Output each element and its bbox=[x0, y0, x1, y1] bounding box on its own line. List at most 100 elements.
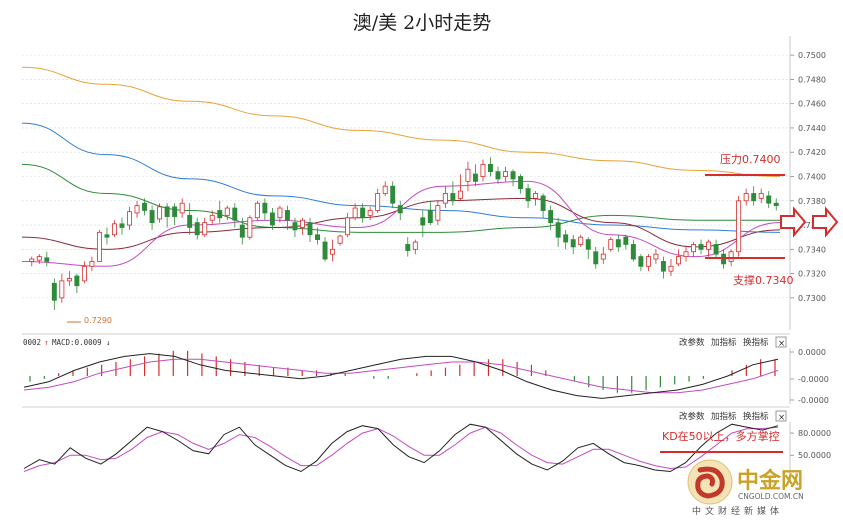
candle-body bbox=[420, 217, 426, 226]
candle-body bbox=[36, 256, 42, 261]
candle bbox=[217, 200, 223, 223]
candle bbox=[89, 256, 95, 272]
change-params-button[interactable]: 改参数 bbox=[679, 411, 705, 422]
candle-body bbox=[758, 193, 764, 199]
moving-average-lines bbox=[21, 66, 781, 267]
price-axis-ticks: 0.7500 0.7480 0.7460 0.7440 0.7420 0.7400 0.73… bbox=[789, 36, 826, 330]
candle-body bbox=[630, 244, 636, 260]
kd-panel: 80.0000 50.0000 bbox=[23, 422, 831, 474]
moving-average-line bbox=[21, 197, 781, 250]
add-indicator-button[interactable]: 加指标 bbox=[711, 337, 737, 348]
candle bbox=[405, 237, 411, 257]
candle-body bbox=[585, 239, 591, 250]
candle bbox=[307, 217, 313, 243]
candle-body bbox=[96, 231, 102, 262]
candle bbox=[698, 239, 704, 255]
candle-body bbox=[488, 163, 493, 173]
candle bbox=[412, 239, 418, 255]
candle-body bbox=[472, 173, 478, 182]
switch-indicator-button[interactable]: 换指标 bbox=[743, 337, 769, 348]
candle bbox=[382, 181, 388, 196]
price-tick-label: 0.7320 bbox=[798, 270, 826, 279]
candle-body bbox=[548, 210, 554, 224]
candle-body bbox=[457, 190, 463, 199]
candle bbox=[360, 203, 366, 223]
candle bbox=[540, 193, 546, 218]
candle bbox=[59, 273, 65, 303]
candle bbox=[420, 210, 426, 238]
kd-tick-label: 50.0000 bbox=[798, 451, 831, 460]
candle bbox=[247, 215, 253, 240]
low-label: 0.7290 bbox=[84, 316, 112, 325]
candle-body bbox=[300, 219, 305, 228]
logo-swirl-icon bbox=[695, 466, 725, 499]
moving-average-line bbox=[21, 180, 781, 267]
macd-tick-label: -0.0000 bbox=[798, 396, 829, 405]
candle bbox=[518, 174, 524, 194]
price-tick-label: 0.7460 bbox=[798, 100, 826, 109]
candle-body bbox=[390, 185, 396, 204]
arrow-right-icon bbox=[812, 206, 839, 238]
candle-body bbox=[157, 206, 163, 220]
candle-body bbox=[638, 256, 644, 267]
candle-body bbox=[405, 244, 411, 251]
candle-body bbox=[435, 205, 441, 221]
candle bbox=[127, 206, 132, 230]
switch-indicator-button[interactable]: 换指标 bbox=[743, 411, 769, 422]
price-tick-label: 0.7340 bbox=[798, 245, 826, 254]
close-panel-button[interactable] bbox=[775, 410, 787, 422]
candle bbox=[435, 200, 441, 226]
candle bbox=[300, 217, 305, 235]
candle bbox=[691, 242, 696, 257]
cngold-logo: 中金网 CNGOLD.COM.CN 中文财经新媒体 bbox=[687, 459, 804, 517]
chart-title: 澳/美 2小时走势 bbox=[353, 12, 492, 34]
candle-body bbox=[442, 193, 448, 204]
close-panel-button[interactable] bbox=[775, 336, 787, 348]
moving-average-line bbox=[21, 122, 781, 233]
candle-body bbox=[142, 202, 148, 211]
candle bbox=[269, 208, 275, 230]
candle-body bbox=[307, 222, 313, 236]
candle bbox=[457, 174, 463, 201]
macd-header: MACD:0.0009 bbox=[52, 338, 102, 347]
candle-body bbox=[367, 210, 373, 216]
candle bbox=[630, 239, 636, 262]
logo-slogan: 中文财经新媒体 bbox=[692, 505, 783, 517]
change-params-button[interactable]: 改参数 bbox=[679, 337, 705, 348]
candle bbox=[510, 169, 516, 187]
candle-body bbox=[224, 207, 230, 216]
candle bbox=[600, 246, 606, 264]
candle bbox=[390, 181, 396, 209]
candle bbox=[683, 246, 689, 262]
candle bbox=[533, 191, 539, 206]
candle bbox=[480, 159, 486, 182]
candle-body bbox=[172, 206, 178, 217]
candle bbox=[593, 246, 599, 269]
candle bbox=[713, 239, 719, 260]
kd-panel-toolbar: 改参数 加指标 换指标 × bbox=[679, 410, 787, 423]
candle-body bbox=[284, 210, 290, 221]
close-icon: × bbox=[778, 339, 785, 349]
candle bbox=[232, 203, 238, 228]
candle-body bbox=[713, 244, 719, 255]
candle bbox=[315, 227, 320, 245]
candle bbox=[96, 229, 102, 262]
candle bbox=[36, 254, 42, 264]
candle-body bbox=[743, 193, 749, 202]
add-indicator-button[interactable]: 加指标 bbox=[711, 411, 737, 422]
candle bbox=[653, 249, 659, 264]
candle-body bbox=[247, 217, 253, 238]
candle-body bbox=[766, 195, 772, 204]
candle-body bbox=[540, 195, 546, 211]
candle bbox=[112, 220, 117, 238]
candle-body bbox=[74, 275, 80, 287]
candle bbox=[254, 200, 260, 221]
candle-body bbox=[563, 234, 569, 243]
candle bbox=[615, 234, 621, 252]
kd-k-line bbox=[23, 423, 779, 473]
candle-body bbox=[119, 223, 125, 228]
candle bbox=[262, 198, 268, 221]
candle bbox=[164, 203, 170, 228]
candle bbox=[525, 183, 531, 209]
candle-body bbox=[104, 234, 110, 238]
